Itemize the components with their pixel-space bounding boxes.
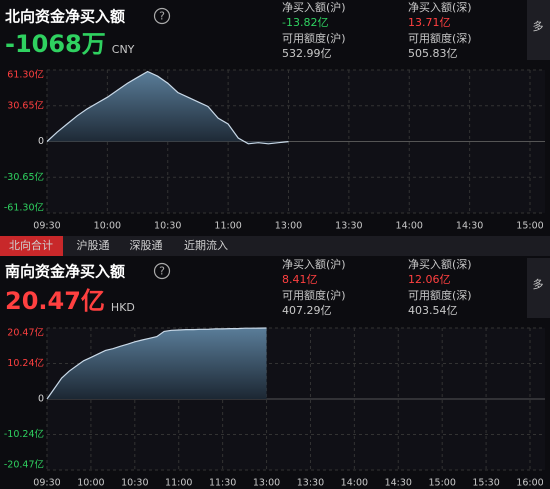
x-tick-label: 09:30 — [33, 478, 60, 489]
x-tick-label: 16:00 — [516, 478, 543, 489]
stat-label: 可用额度(沪) — [282, 288, 346, 302]
panel-title: 北向资金净买入额 — [5, 8, 125, 26]
x-tick-label: 14:30 — [456, 221, 483, 232]
stat-value: 532.99亿 — [282, 47, 332, 60]
y-tick-label: 10.24亿 — [7, 357, 44, 369]
x-tick-label: 10:30 — [154, 221, 181, 232]
svg-text:?: ? — [159, 10, 165, 23]
y-tick-label: -30.65亿 — [4, 171, 44, 183]
tab-bar — [0, 236, 550, 256]
x-tick-label: 09:30 — [33, 221, 60, 232]
x-tick-label: 14:00 — [396, 221, 423, 232]
x-tick-label: 14:00 — [341, 478, 368, 489]
currency: HKD — [111, 301, 135, 314]
stat-value: 505.83亿 — [408, 47, 458, 60]
y-tick-label: 0 — [38, 394, 44, 405]
line — [46, 70, 289, 145]
line — [46, 327, 267, 400]
stat-value: 407.29亿 — [282, 304, 332, 317]
stat-value: 12.06亿 — [408, 273, 451, 286]
x-tick-label: 14:30 — [385, 478, 412, 489]
more-label[interactable]: 多 — [533, 277, 544, 291]
tab[interactable]: 近期流入 — [184, 238, 228, 252]
x-tick-label: 10:30 — [121, 478, 148, 489]
y-tick-label: 61.30亿 — [7, 69, 44, 81]
y-tick-label: 0 — [38, 136, 44, 147]
active-tab — [0, 236, 63, 256]
x-tick-label: 13:00 — [275, 221, 302, 232]
stat-label: 可用额度(沪) — [282, 31, 346, 45]
y-tick-label: -20.47亿 — [4, 459, 44, 471]
x-tick-label: 13:00 — [253, 478, 280, 489]
svg-text:?: ? — [159, 265, 165, 278]
x-tick-label: 10:00 — [94, 221, 121, 232]
y-tick-label: -10.24亿 — [4, 428, 44, 440]
area — [47, 328, 267, 399]
stat-label: 净买入额(深) — [408, 0, 472, 14]
net-value: 20.47亿 — [5, 287, 105, 315]
x-tick-label: 11:00 — [165, 478, 192, 489]
x-tick-label: 13:30 — [297, 478, 324, 489]
stat-label: 净买入额(沪) — [282, 0, 346, 14]
stat-label: 净买入额(深) — [408, 257, 472, 271]
tab[interactable]: 深股通 — [130, 239, 163, 252]
stat-label: 可用额度(深) — [408, 288, 472, 302]
panel-title: 南向资金净买入额 — [5, 263, 125, 281]
currency: CNY — [112, 43, 135, 56]
more-button[interactable]: 多 — [527, 0, 550, 60]
tab[interactable]: 北向合计 — [9, 238, 53, 252]
net-value: -1068万 — [5, 30, 106, 58]
y-tick-label: 30.65亿 — [7, 99, 44, 111]
stat-label: 可用额度(深) — [408, 31, 472, 45]
x-tick-label: 11:30 — [209, 478, 236, 489]
x-tick-label: 15:00 — [428, 478, 455, 489]
x-tick-label: 10:00 — [77, 478, 104, 489]
x-tick-label: 15:00 — [516, 221, 543, 232]
y-tick-label: 20.47亿 — [7, 327, 44, 339]
tab[interactable]: 沪股通 — [77, 238, 110, 252]
stat-value: 13.71亿 — [408, 16, 451, 29]
x-tick-label: 13:30 — [335, 221, 362, 232]
more-button[interactable]: 多 — [527, 258, 550, 318]
stat-label: 净买入额(沪) — [282, 257, 346, 271]
help-icon[interactable]: ? — [153, 7, 171, 25]
x-tick-label: 15:30 — [472, 478, 499, 489]
help-icon[interactable]: ? — [153, 262, 171, 280]
area — [47, 71, 289, 144]
y-tick-label: -61.30亿 — [4, 202, 44, 214]
stat-value: 8.41亿 — [282, 273, 318, 286]
stat-value: -13.82亿 — [282, 16, 328, 29]
x-tick-label: 11:00 — [214, 221, 241, 232]
more-label[interactable]: 多 — [533, 19, 544, 33]
stat-value: 403.54亿 — [408, 304, 458, 317]
